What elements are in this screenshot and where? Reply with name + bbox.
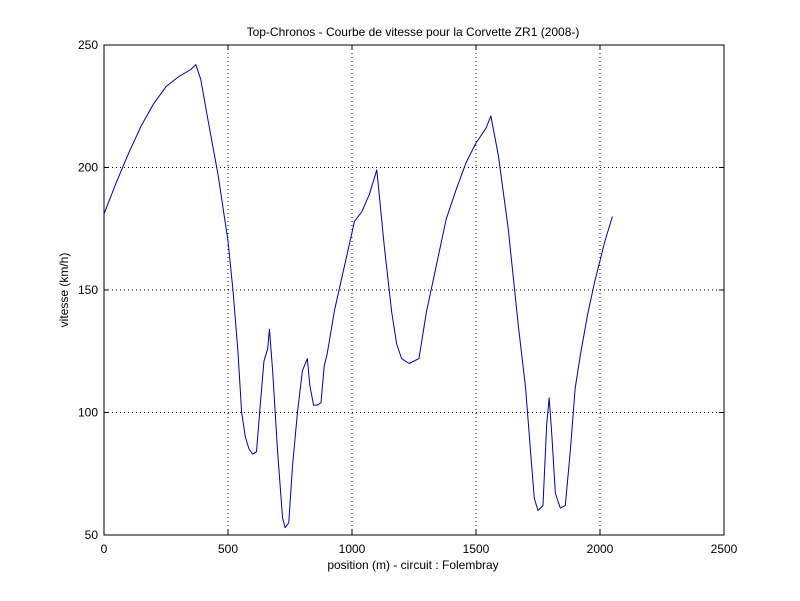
ticks: 0 500 1000 1500 2000 2500 50 100 150 200 250 xyxy=(78,38,738,556)
x-tick-label: 2500 xyxy=(711,542,738,556)
grid xyxy=(104,45,724,535)
y-tick-label: 150 xyxy=(78,283,98,297)
x-tick-label: 1000 xyxy=(339,542,366,556)
y-tick-label: 200 xyxy=(78,161,98,175)
x-axis-label: position (m) - circuit : Folembray xyxy=(327,558,498,572)
x-tick-label: 2000 xyxy=(587,542,614,556)
y-tick-label: 250 xyxy=(78,38,98,52)
y-axis-label: vitesse (km/h) xyxy=(57,253,71,328)
x-tick-label: 1500 xyxy=(463,542,490,556)
y-tick-label: 100 xyxy=(78,406,98,420)
series-layer xyxy=(103,64,613,529)
x-tick-label: 500 xyxy=(218,542,238,556)
y-tick-label: 50 xyxy=(85,528,99,542)
chart-title: Top-Chronos - Courbe de vitesse pour la … xyxy=(247,25,580,39)
x-tick-label: 0 xyxy=(101,542,108,556)
speed-series-line xyxy=(103,64,613,529)
